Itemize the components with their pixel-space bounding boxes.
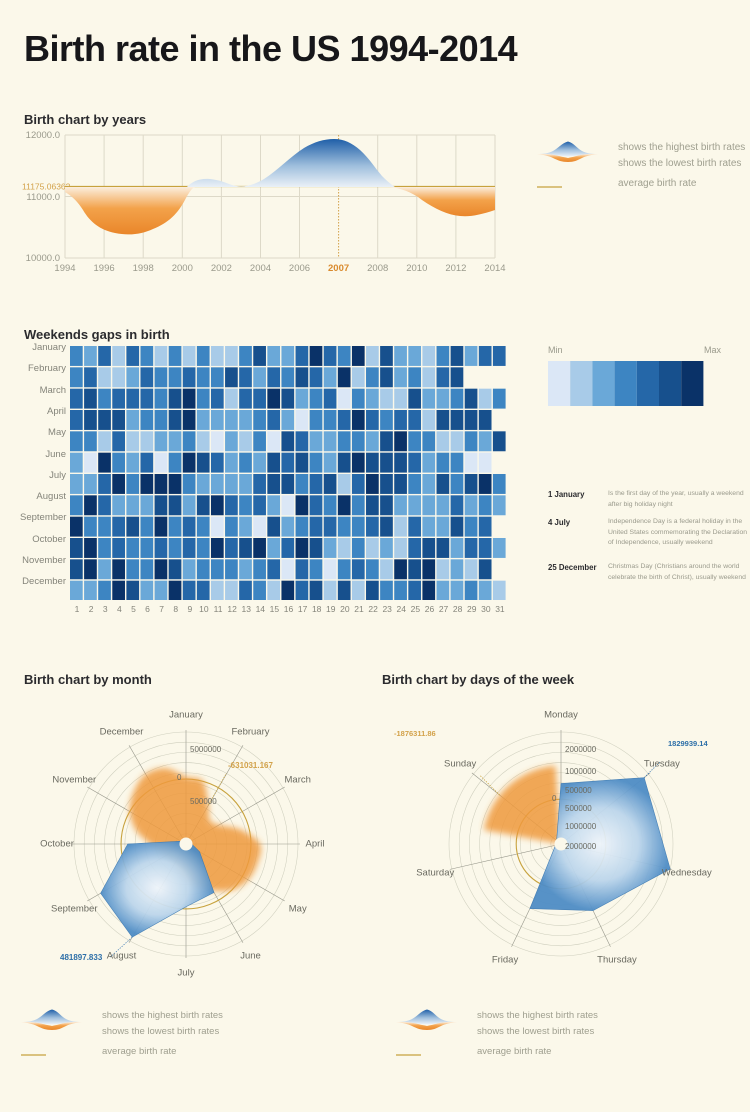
svg-text:2007: 2007 <box>328 263 349 274</box>
svg-text:2000000: 2000000 <box>565 745 597 754</box>
svg-text:0: 0 <box>177 773 182 782</box>
svg-text:500000: 500000 <box>190 797 217 806</box>
svg-text:481897.833: 481897.833 <box>60 953 103 962</box>
svg-text:2014: 2014 <box>484 263 505 274</box>
svg-text:-631031.167: -631031.167 <box>228 761 273 770</box>
svg-text:1994: 1994 <box>54 263 75 274</box>
svg-text:1829939.14: 1829939.14 <box>668 739 708 748</box>
svg-text:1996: 1996 <box>94 263 115 274</box>
svg-text:12000.0: 12000.0 <box>26 130 60 141</box>
svg-text:2008: 2008 <box>367 263 388 274</box>
svg-text:2006: 2006 <box>289 263 310 274</box>
svg-text:2000000: 2000000 <box>565 842 597 851</box>
svg-text:2004: 2004 <box>250 263 271 274</box>
svg-text:500000: 500000 <box>565 804 592 813</box>
svg-text:500000: 500000 <box>565 786 592 795</box>
svg-text:0: 0 <box>552 794 557 803</box>
svg-text:1998: 1998 <box>133 263 154 274</box>
svg-text:2012: 2012 <box>445 263 466 274</box>
svg-text:1000000: 1000000 <box>565 822 597 831</box>
svg-text:5000000: 5000000 <box>190 745 222 754</box>
svg-text:2000: 2000 <box>172 263 193 274</box>
svg-text:11175.06362: 11175.06362 <box>22 182 71 192</box>
svg-text:2002: 2002 <box>211 263 232 274</box>
svg-text:11000.0: 11000.0 <box>26 192 60 203</box>
svg-text:1000000: 1000000 <box>565 767 597 776</box>
svg-text:2010: 2010 <box>406 263 427 274</box>
svg-text:-1876311.86: -1876311.86 <box>394 729 436 738</box>
